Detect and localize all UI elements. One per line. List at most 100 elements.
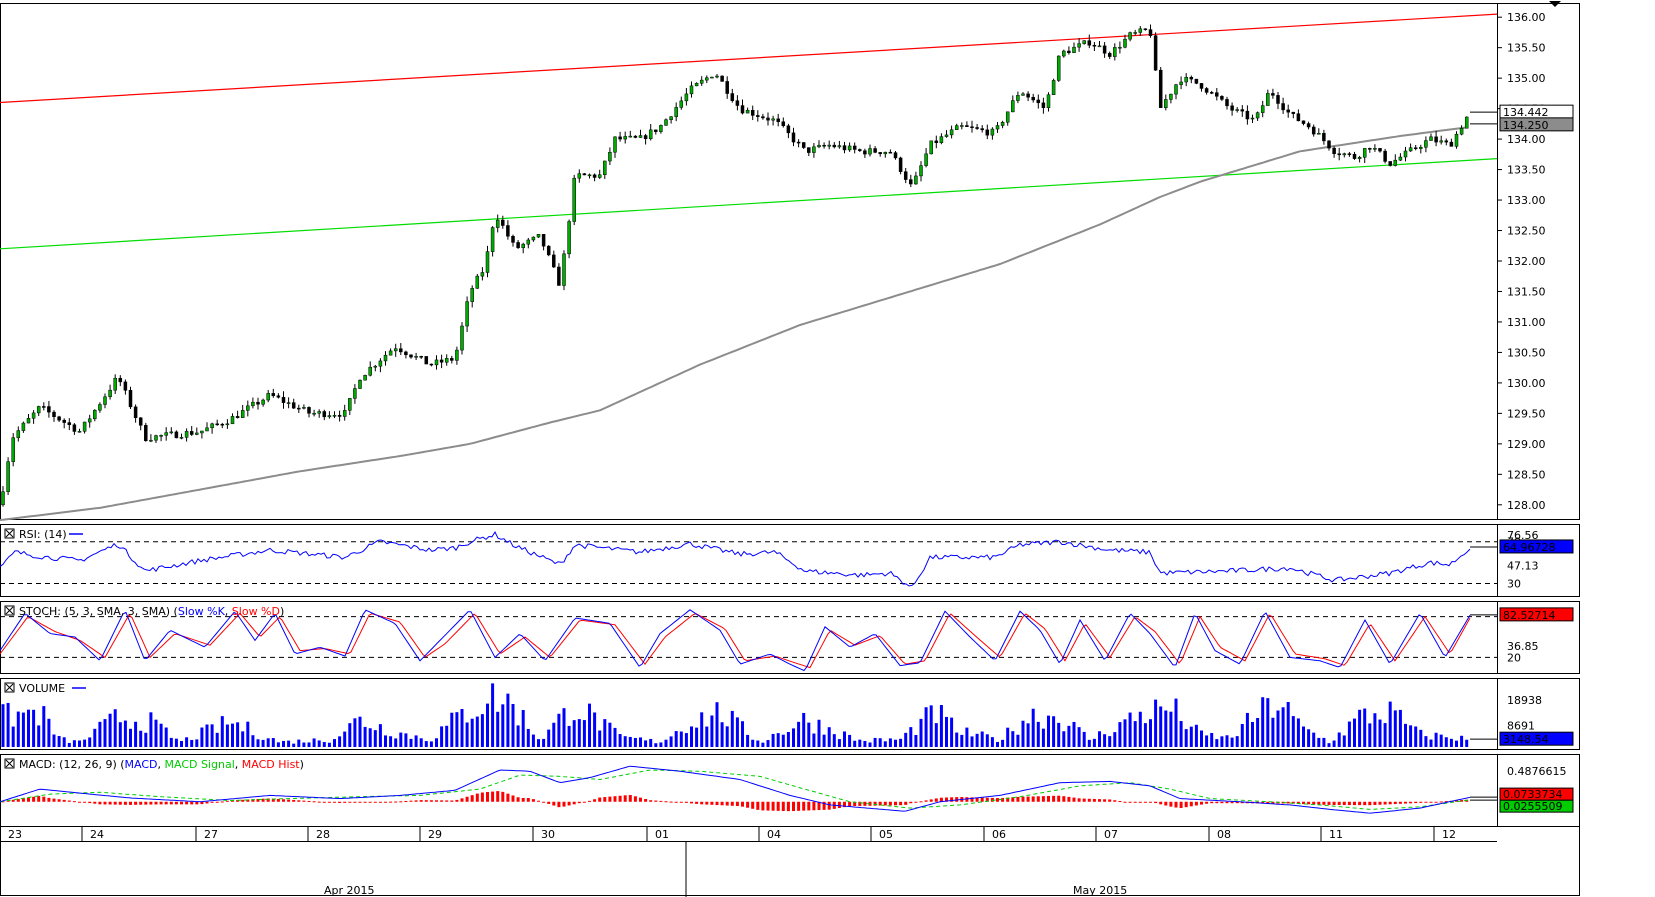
candle-body bbox=[582, 173, 587, 176]
candle-body bbox=[1169, 93, 1173, 100]
volume-bar bbox=[628, 736, 632, 747]
macd-hist-bar bbox=[1322, 801, 1326, 805]
volume-bar bbox=[797, 721, 801, 747]
candle-body bbox=[1077, 43, 1081, 48]
candle-body bbox=[1260, 105, 1265, 113]
macd-hist-bar bbox=[919, 801, 923, 803]
volume-bar bbox=[1118, 722, 1122, 747]
volume-bar bbox=[1347, 721, 1351, 747]
macd-hist-bar bbox=[1052, 795, 1056, 802]
macd-hist-bar bbox=[11, 799, 15, 802]
volume-panel-frame bbox=[0, 678, 1580, 750]
volume-bar bbox=[1210, 732, 1214, 747]
volume-bar bbox=[470, 718, 474, 747]
candle-body bbox=[154, 435, 158, 441]
candle-body bbox=[1255, 112, 1260, 119]
macd-hist-bar bbox=[761, 801, 765, 811]
candle-body bbox=[863, 150, 867, 155]
macd-hist-bar bbox=[6, 800, 10, 802]
candle-body bbox=[883, 151, 888, 155]
candle-body bbox=[1250, 117, 1255, 120]
candle-body bbox=[235, 416, 240, 418]
volume-bar bbox=[297, 739, 301, 747]
macd-hist-bar bbox=[567, 801, 571, 806]
macd-hist-bar bbox=[266, 798, 270, 802]
volume-bar bbox=[1016, 734, 1020, 747]
macd-legend-entry: MACD Hist bbox=[242, 758, 301, 771]
candle-body bbox=[608, 151, 612, 162]
volume-bar bbox=[761, 742, 765, 747]
volume-bar bbox=[684, 733, 688, 747]
candle-body bbox=[485, 251, 490, 273]
day-label: 06 bbox=[992, 828, 1006, 841]
volume-bar bbox=[16, 711, 20, 747]
candle-body bbox=[914, 175, 918, 185]
macd-hist-bar bbox=[654, 800, 658, 802]
candle-body bbox=[1051, 80, 1056, 95]
last-price-label: 134.442 bbox=[1503, 106, 1549, 119]
candle-body bbox=[256, 401, 260, 405]
candle-body bbox=[149, 439, 153, 442]
macd-hist-bar bbox=[1383, 801, 1387, 805]
volume-bar bbox=[419, 738, 423, 747]
volume-bar bbox=[205, 724, 209, 747]
candle-body bbox=[1373, 148, 1377, 150]
volume-bar bbox=[1092, 738, 1096, 747]
volume-bar bbox=[129, 728, 132, 747]
candle-body bbox=[893, 152, 898, 159]
macd-hist-bar bbox=[1353, 801, 1356, 806]
volume-bar bbox=[1072, 721, 1076, 747]
candle-body bbox=[210, 423, 214, 429]
volume-bar bbox=[67, 742, 71, 747]
candle-body bbox=[1413, 147, 1418, 149]
volume-bar bbox=[975, 733, 979, 747]
volume-bar bbox=[955, 732, 959, 747]
macd-hist-bar bbox=[1363, 801, 1367, 806]
macd-hist-bar bbox=[1424, 801, 1428, 803]
candle-body bbox=[164, 432, 168, 436]
volume-bar bbox=[1312, 732, 1316, 747]
volume-bar bbox=[1021, 720, 1025, 747]
macd-hist-bar bbox=[1307, 801, 1311, 805]
macd-hist-bar bbox=[1006, 797, 1010, 802]
candle-body bbox=[1306, 123, 1311, 128]
macd-signal-line bbox=[0, 769, 1471, 810]
candle-body bbox=[57, 416, 61, 421]
volume-bar bbox=[343, 731, 347, 747]
candle-body bbox=[1194, 78, 1199, 84]
candle-body bbox=[1383, 150, 1387, 162]
volume-bar bbox=[914, 734, 918, 747]
candle-body bbox=[903, 171, 908, 180]
volume-bar bbox=[1327, 743, 1331, 747]
candle-body bbox=[1393, 159, 1398, 166]
macd-hist-bar bbox=[980, 797, 984, 802]
candle-body bbox=[1240, 109, 1245, 112]
macd-hist-bar bbox=[215, 801, 219, 803]
macd-hist-bar bbox=[669, 801, 673, 803]
candle-body bbox=[1072, 46, 1076, 54]
macd-hist-bar bbox=[399, 801, 403, 803]
volume-bar bbox=[970, 736, 974, 747]
rsi-axis-label: 76.56 bbox=[1507, 529, 1539, 542]
candle-body bbox=[1403, 150, 1408, 158]
volume-bar bbox=[741, 721, 744, 747]
macd-hist-bar bbox=[756, 801, 760, 810]
resistance-trendline bbox=[0, 13, 1498, 104]
candle-body bbox=[1459, 128, 1464, 135]
candle-body bbox=[771, 118, 775, 121]
volume-bar bbox=[705, 726, 709, 747]
macd-hist-bar bbox=[582, 801, 586, 803]
volume-bar bbox=[1455, 740, 1458, 747]
candle-body bbox=[939, 136, 944, 144]
candle-body bbox=[434, 359, 439, 366]
candle-body bbox=[985, 129, 990, 136]
volume-bar bbox=[180, 740, 183, 747]
candle-body bbox=[919, 165, 923, 177]
candle-body bbox=[776, 118, 780, 122]
candle-body bbox=[230, 416, 235, 425]
macd-hist-bar bbox=[542, 801, 546, 803]
candle-body bbox=[1113, 47, 1117, 57]
volume-bar bbox=[776, 733, 780, 747]
macd-hist-bar bbox=[62, 799, 66, 802]
candle-body bbox=[72, 424, 77, 432]
